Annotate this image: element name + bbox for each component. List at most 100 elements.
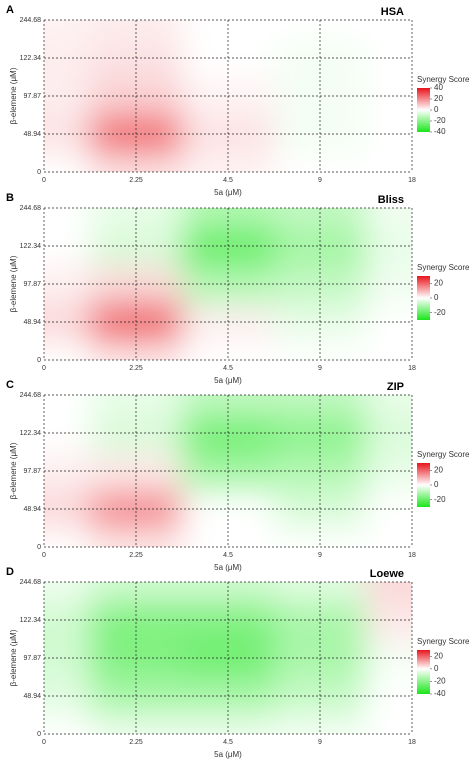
y-axis-label: β-elemene (μM) xyxy=(9,255,18,312)
x-tick-label: 4.5 xyxy=(223,177,233,184)
x-tick-label: 0 xyxy=(42,552,46,559)
colorbar-label: 0 xyxy=(434,105,439,114)
heat-cell xyxy=(44,601,91,640)
colorbar-label: 40 xyxy=(434,83,443,92)
colorbar-label: -20 xyxy=(434,677,446,686)
heat-cell xyxy=(274,452,367,491)
x-tick-label: 0 xyxy=(42,739,46,746)
heat-cell xyxy=(366,303,412,342)
heat-cell xyxy=(44,153,91,172)
heat-cell xyxy=(274,528,367,547)
heat-cell xyxy=(182,39,275,78)
heat-cell xyxy=(182,601,275,640)
x-tick-label: 9 xyxy=(318,365,322,372)
colorbar-label: 20 xyxy=(434,651,443,660)
heat-cell xyxy=(44,303,91,342)
y-tick-label: 122.34 xyxy=(20,55,42,62)
heat-cell xyxy=(274,77,367,116)
heat-cell xyxy=(90,39,183,78)
y-tick-label: 122.34 xyxy=(20,617,42,624)
heat-cell xyxy=(182,20,275,40)
heat-cell xyxy=(366,77,412,116)
heat-cell xyxy=(274,395,367,415)
colorbar-label: 20 xyxy=(434,465,443,474)
heat-cell xyxy=(90,153,183,172)
x-tick-label: 0 xyxy=(42,365,46,372)
heat-cell xyxy=(274,341,367,360)
legend-title: Synergy Score xyxy=(417,75,470,84)
heat-clip xyxy=(44,20,412,172)
y-tick-label: 48.94 xyxy=(23,319,41,326)
heat-cell xyxy=(366,227,412,266)
heat-cell xyxy=(44,265,91,304)
heat-cell xyxy=(90,77,183,116)
heat-cell xyxy=(44,528,91,547)
y-tick-label: 122.34 xyxy=(20,430,42,437)
chart-title: ZIP xyxy=(387,381,404,393)
colorbar-label: 20 xyxy=(434,94,443,103)
y-tick-label: 97.87 xyxy=(23,93,41,100)
heat-cell xyxy=(366,208,412,228)
heat-cell xyxy=(182,490,275,529)
y-tick-label: 244.68 xyxy=(20,205,42,212)
heat-cell xyxy=(44,677,91,716)
y-tick-label: 48.94 xyxy=(23,693,41,700)
heat-cell xyxy=(366,115,412,154)
y-tick-label: 0 xyxy=(37,544,41,551)
x-tick-label: 2.25 xyxy=(129,365,143,372)
heat-cell xyxy=(182,77,275,116)
heat-cell xyxy=(44,395,91,415)
y-tick-label: 244.68 xyxy=(20,392,42,399)
x-tick-label: 18 xyxy=(408,177,416,184)
heat-cell xyxy=(366,341,412,360)
y-tick-label: 0 xyxy=(37,731,41,738)
heat-cell xyxy=(44,39,91,78)
y-tick-label: 122.34 xyxy=(20,243,42,250)
heat-clip xyxy=(44,582,412,734)
heat-cell xyxy=(274,303,367,342)
x-tick-label: 9 xyxy=(318,739,322,746)
heat-cell xyxy=(182,303,275,342)
y-tick-label: 244.68 xyxy=(20,17,42,24)
x-axis-label: 5a (μM) xyxy=(214,376,242,385)
colorbar-label: -20 xyxy=(434,308,446,317)
y-axis-label: β-elemene (μM) xyxy=(9,67,18,124)
x-tick-label: 4.5 xyxy=(223,552,233,559)
heat-cell xyxy=(90,115,183,154)
heat-cell xyxy=(182,639,275,678)
legend-title: Synergy Score xyxy=(417,637,470,646)
x-tick-label: 2.25 xyxy=(129,739,143,746)
heat-cell xyxy=(366,153,412,172)
heat-cell xyxy=(274,715,367,734)
heat-cell xyxy=(90,639,183,678)
colorbar-label: -20 xyxy=(434,116,446,125)
heat-cell xyxy=(44,490,91,529)
x-tick-label: 4.5 xyxy=(223,365,233,372)
x-tick-label: 18 xyxy=(408,739,416,746)
x-tick-label: 18 xyxy=(408,552,416,559)
heat-cell xyxy=(366,490,412,529)
y-tick-label: 97.87 xyxy=(23,281,41,288)
colorbar-label: -20 xyxy=(434,495,446,504)
x-tick-label: 18 xyxy=(408,365,416,372)
heat-cell xyxy=(90,341,183,360)
heat-cell xyxy=(274,677,367,716)
y-tick-label: 97.87 xyxy=(23,655,41,662)
x-tick-label: 2.25 xyxy=(129,177,143,184)
panel-letter: B xyxy=(6,192,14,204)
heat-cell xyxy=(274,208,367,228)
x-tick-label: 2.25 xyxy=(129,552,143,559)
heat-cell xyxy=(44,414,91,453)
heat-field xyxy=(44,208,412,360)
x-tick-label: 9 xyxy=(318,552,322,559)
heat-cell xyxy=(182,208,275,228)
heat-cell xyxy=(366,528,412,547)
y-axis-label: β-elemene (μM) xyxy=(9,629,18,686)
heat-cell xyxy=(182,265,275,304)
heat-cell xyxy=(366,414,412,453)
heat-cell xyxy=(90,395,183,415)
colorbar-label: 20 xyxy=(434,278,443,287)
heat-cell xyxy=(90,582,183,602)
colorbar xyxy=(417,650,430,694)
